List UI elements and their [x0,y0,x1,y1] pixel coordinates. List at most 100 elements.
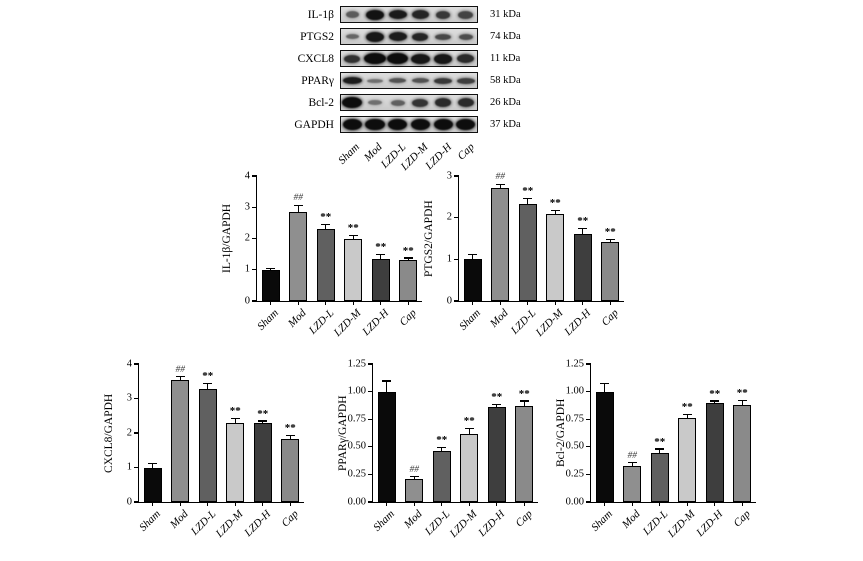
x-tick [472,301,474,305]
bar-lzd-l [432,451,451,502]
x-category-label: LZD-M [665,508,698,540]
error-bar-cap [468,253,478,256]
x-tick [325,301,327,305]
x-tick [179,502,181,506]
significance-annotation: ** [577,214,589,227]
protein-band [410,53,430,64]
error-bar [325,224,327,230]
x-tick [352,301,354,305]
blot-strip [340,94,478,111]
x-tick [499,301,501,305]
error-bar [631,463,633,467]
x-tick [413,502,415,506]
error-bar [207,384,209,391]
molecular-weight-label: 31 kDa [490,9,521,20]
protein-band [412,98,429,107]
y-tick-label: 0 [446,294,452,306]
molecular-weight-label: 74 kDa [490,31,521,42]
blot-lane [386,7,409,22]
y-tick [454,217,459,219]
y-tick [134,466,139,469]
blot-lane [409,95,432,110]
blot-lane [432,29,455,44]
protein-band [434,98,452,107]
x-tick [714,502,716,506]
significance-annotation: ** [518,387,530,400]
x-category-label: Mod [167,508,191,531]
y-tick-label: 0.75 [347,412,366,424]
blot-lane [386,29,409,44]
blot-lane [409,7,432,22]
significance-annotation: ## [293,193,304,204]
bar-lzd-h [573,234,592,301]
error-bar [152,464,154,469]
significance-annotation: ** [320,210,332,223]
protein-label: PPARγ [301,74,334,87]
x-category-label: LZD-M [331,307,364,339]
y-tick [368,391,373,393]
bar-lzd-l [316,228,335,301]
bar-sham [261,269,280,301]
error-bar-cap [203,383,213,385]
y-tick-label: 0.00 [565,495,584,507]
protein-band [388,32,407,41]
y-tick [368,363,373,365]
bar-sham [377,391,396,502]
error-bar-cap [293,204,303,206]
significance-annotation: ** [375,240,387,253]
y-tick-label: 1.00 [565,385,584,397]
blot-lane [341,7,364,22]
blot-lane [432,73,455,88]
blot-lane [386,73,409,88]
significance-annotation: ** [257,407,269,420]
significance-annotation: ** [491,390,503,403]
protein-band [345,11,360,18]
lane-label: Sham [336,141,362,167]
blot-strip [340,6,478,23]
protein-band [457,54,475,63]
x-category-label: LZD-M [213,508,246,540]
error-bar [289,436,291,441]
error-bar-cap [348,235,358,237]
x-category-label: LZD-M [533,307,566,339]
y-axis-title: CXCL8/GAPDH [103,393,115,473]
x-tick [741,502,743,506]
y-tick [134,397,139,400]
y-axis-title: IL-1β/GAPDH [221,203,233,274]
x-tick [604,502,606,506]
x-category-label: LZD-H [476,508,508,539]
protein-band [410,119,430,130]
plot-area: 0 1 2 3 4 ## ** ** ** ** [245,170,422,305]
error-bar [609,240,611,243]
chart-pparg-gapdh: PPARγ/GAPDH 0.00 0.25 0.50 0.75 1.00 1.25 ## ** *… [334,352,564,558]
protein-band [412,10,429,19]
error-bar-cap [492,403,502,405]
protein-band [433,119,453,130]
error-bar-cap [321,223,331,225]
blot-lane [341,73,364,88]
significance-annotation: ** [736,386,748,399]
x-tick [523,502,525,506]
bar-lzd-l [518,203,537,301]
error-bar-cap [409,475,419,478]
blot-lane [432,117,455,132]
significance-annotation: ## [175,364,186,375]
protein-band [342,77,362,84]
blot-row: PPARγ 58 kDa [248,72,548,89]
blot-strip [340,116,478,133]
error-bar-cap [495,183,505,185]
y-tick-label: 4 [126,357,132,369]
blot-strip [340,50,478,67]
bar-cap [281,439,300,502]
blot-lane [386,117,409,132]
blot-lane [364,117,387,132]
error-bar [407,258,409,262]
blot-lane [341,51,364,66]
bar-cap [399,260,418,301]
error-bar-cap [230,418,240,420]
protein-band [364,53,386,64]
x-tick [554,301,556,305]
bar-lzd-m [678,418,697,502]
protein-band [344,54,361,63]
